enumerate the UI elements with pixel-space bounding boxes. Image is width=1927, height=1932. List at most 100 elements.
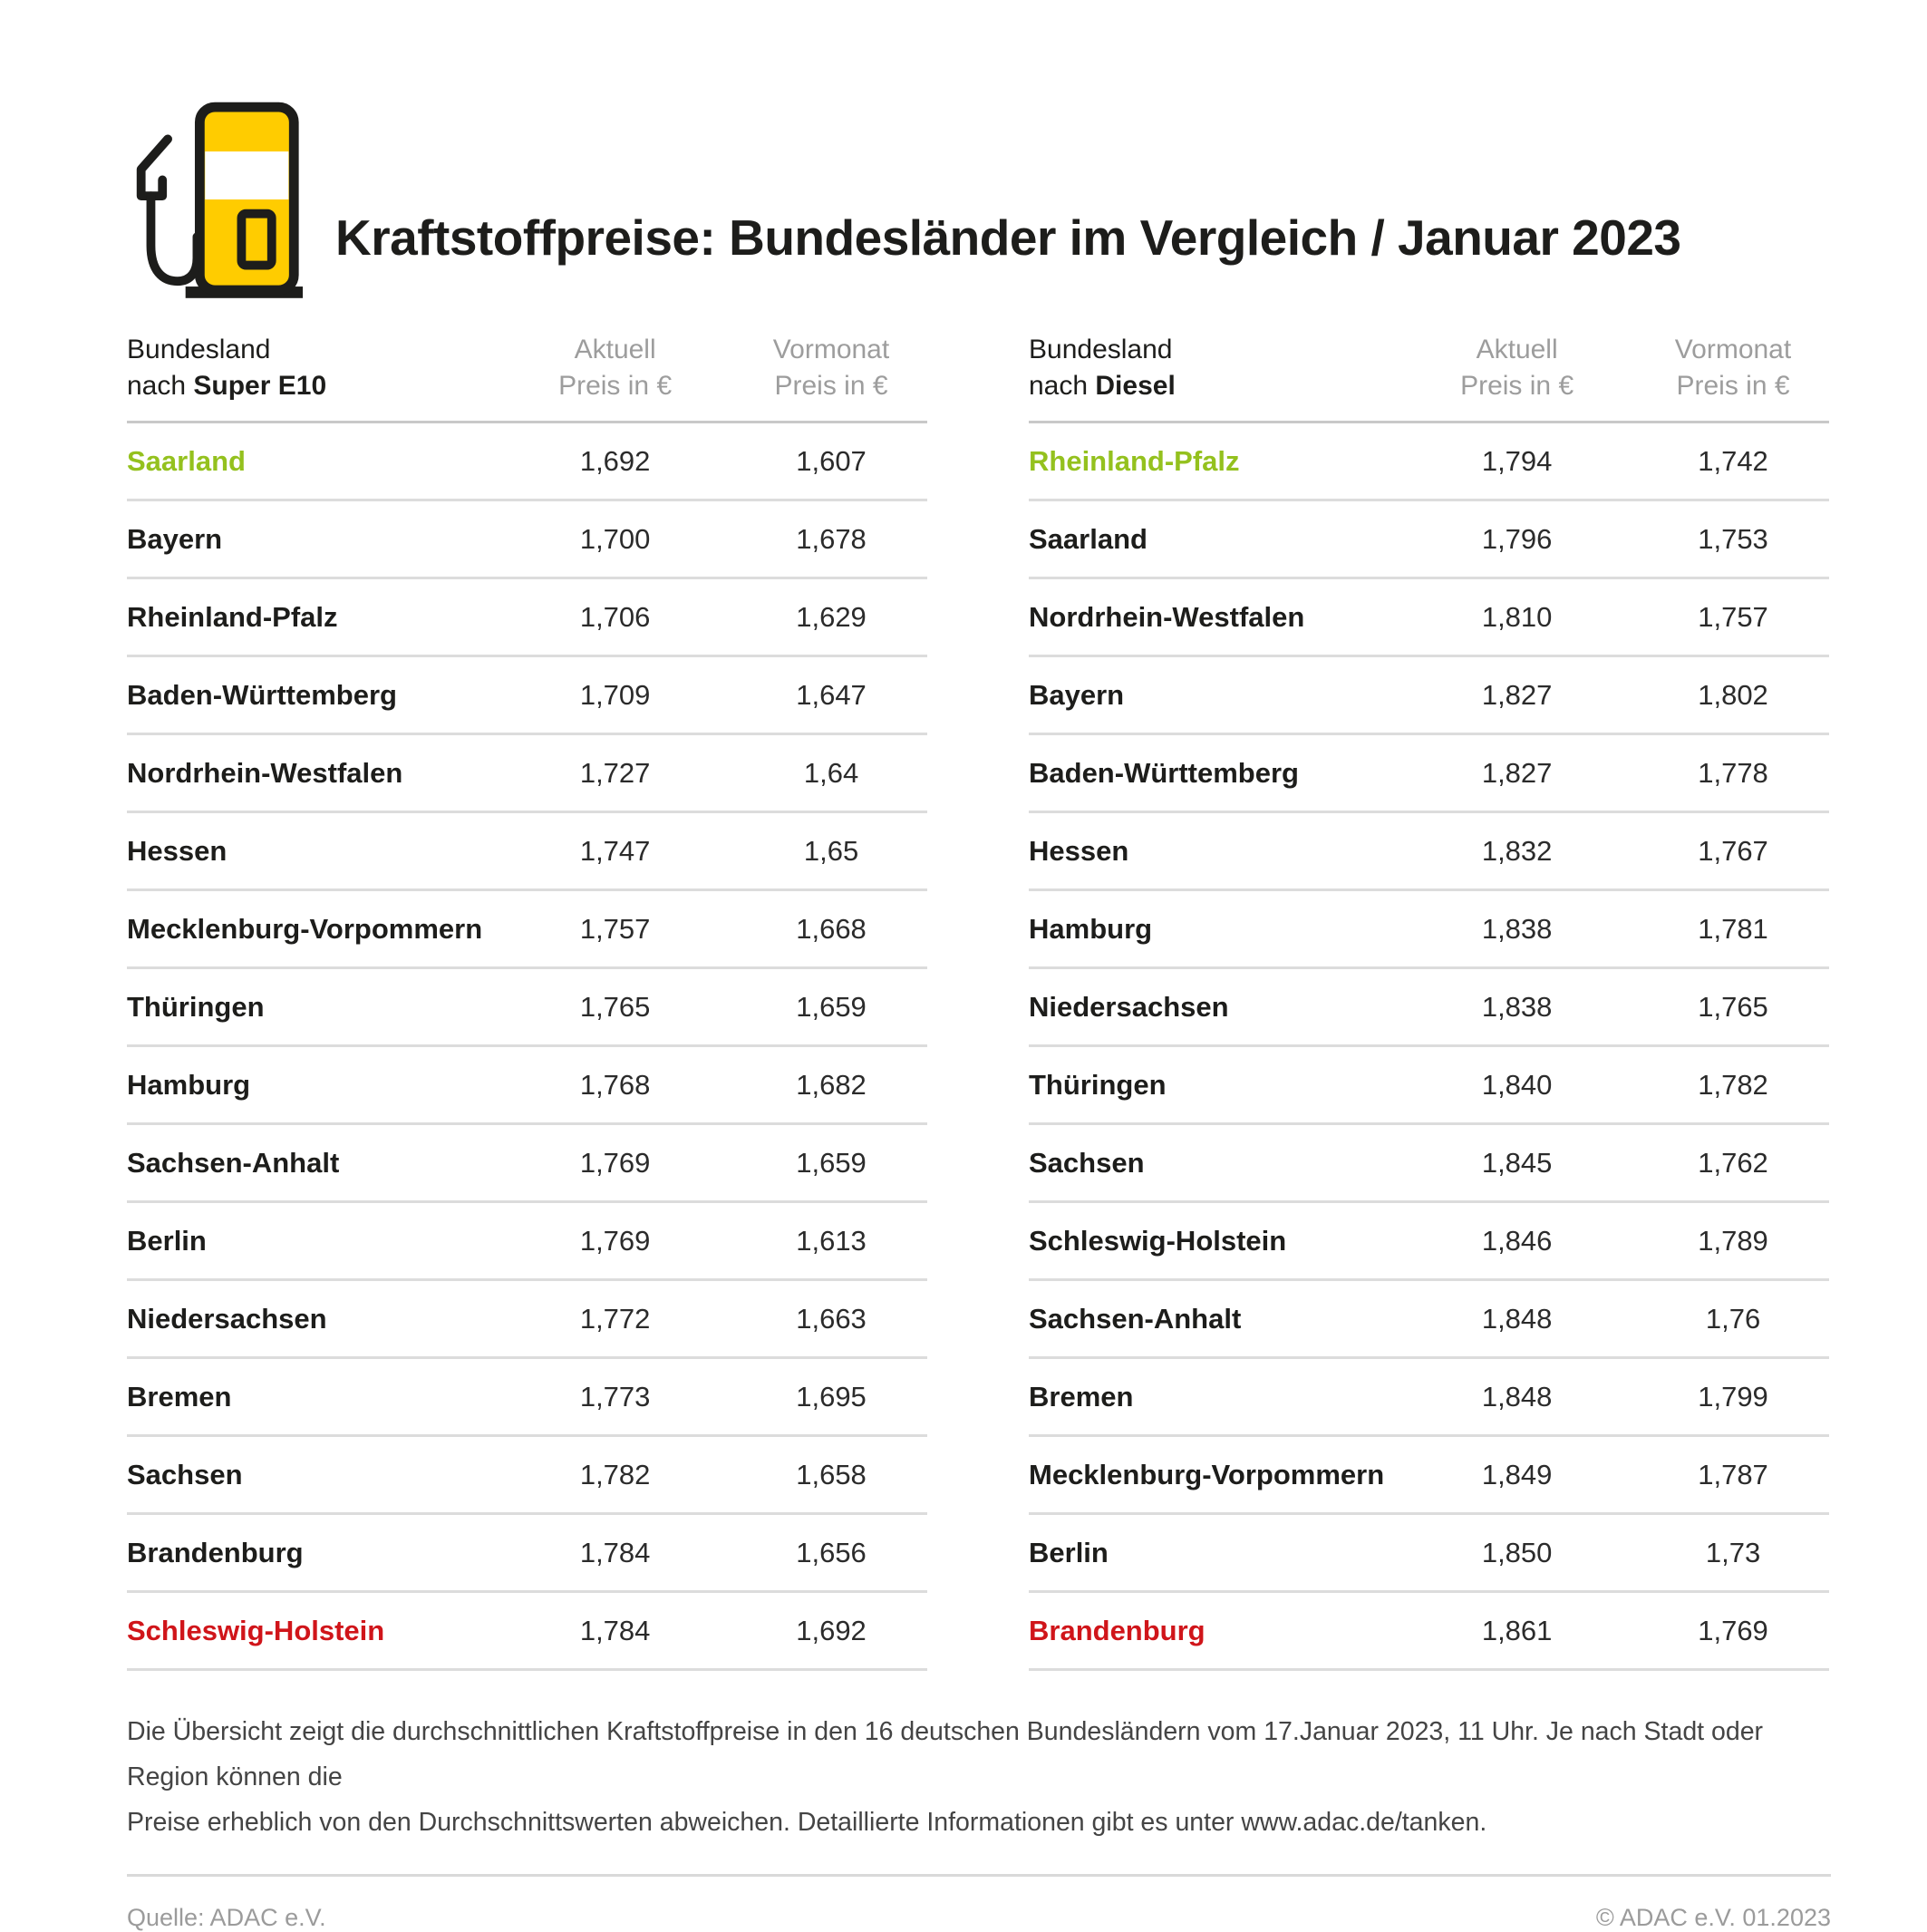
- vormonat-price-value: 1,629: [796, 600, 867, 633]
- vormonat-price-value: 1,778: [1698, 756, 1768, 789]
- aktuell-price-value: 1,838: [1481, 912, 1553, 945]
- table-row: Rheinland-Pfalz 1,794 1,742: [1029, 423, 1829, 501]
- vormonat-price-value: 1,678: [796, 522, 867, 555]
- table-row: Brandenburg 1,861 1,769: [1029, 1593, 1829, 1671]
- column-header-aktuell-line2: Preis in €: [1460, 371, 1574, 401]
- bundesland-label: Rheinland-Pfalz: [127, 600, 338, 633]
- column-header-bundesland: Bundesland nach Diesel: [1029, 332, 1397, 404]
- table-row: Mecklenburg-Vorpommern 1,757 1,668: [127, 891, 927, 969]
- table-row: Baden-Württemberg 1,827 1,778: [1029, 735, 1829, 813]
- table-row: Rheinland-Pfalz 1,706 1,629: [127, 579, 927, 657]
- bundesland-label: Brandenburg: [1029, 1614, 1206, 1646]
- column-header-vormonat-line1: Vormonat: [772, 335, 890, 364]
- vormonat-price-value: 1,647: [796, 678, 867, 711]
- bundesland-label: Hessen: [1029, 834, 1129, 867]
- aktuell-price-value: 1,845: [1481, 1146, 1553, 1179]
- aktuell-price-value: 1,769: [579, 1146, 651, 1179]
- column-header-aktuell: Aktuell Preis in €: [1397, 332, 1637, 404]
- table-row: Thüringen 1,840 1,782: [1029, 1047, 1829, 1125]
- page-title: Kraftstoffpreise: Bundesländer im Vergle…: [335, 209, 1681, 266]
- aktuell-price-value: 1,700: [579, 522, 651, 555]
- table-row: Hessen 1,747 1,65: [127, 813, 927, 891]
- column-header-bundesland-line1: Bundesland: [127, 335, 271, 364]
- bundesland-label: Hamburg: [127, 1068, 251, 1101]
- table-row: Berlin 1,769 1,613: [127, 1203, 927, 1281]
- vormonat-price-value: 1,76: [1705, 1302, 1761, 1335]
- aktuell-price-value: 1,846: [1481, 1224, 1553, 1257]
- table-row: Schleswig-Holstein 1,846 1,789: [1029, 1203, 1829, 1281]
- table-row: Sachsen 1,845 1,762: [1029, 1125, 1829, 1203]
- column-header-aktuell-line2: Preis in €: [558, 371, 673, 401]
- bundesland-label: Brandenburg: [127, 1536, 304, 1568]
- vormonat-price-value: 1,64: [803, 756, 859, 789]
- super-e10-table-body: Saarland 1,692 1,607 Bayern 1,700 1,678 Rheinl…: [127, 423, 927, 1671]
- aktuell-price-value: 1,838: [1481, 990, 1553, 1023]
- vormonat-price-value: 1,607: [796, 444, 867, 477]
- aktuell-price-value: 1,848: [1481, 1302, 1553, 1335]
- diesel-table-body: Rheinland-Pfalz 1,794 1,742 Saarland 1,796 1,…: [1029, 423, 1829, 1671]
- vormonat-price-value: 1,767: [1698, 834, 1768, 867]
- aktuell-price-value: 1,840: [1481, 1068, 1553, 1101]
- vormonat-price-value: 1,659: [796, 990, 867, 1023]
- table-row: Hamburg 1,838 1,781: [1029, 891, 1829, 969]
- table-row: Bayern 1,700 1,678: [127, 501, 927, 579]
- vormonat-price-value: 1,613: [796, 1224, 867, 1257]
- vormonat-price-value: 1,668: [796, 912, 867, 945]
- bundesland-label: Thüringen: [127, 990, 265, 1023]
- aktuell-price-value: 1,861: [1481, 1614, 1553, 1646]
- bundesland-label: Sachsen-Anhalt: [1029, 1302, 1242, 1335]
- vormonat-price-value: 1,692: [796, 1614, 867, 1646]
- copyright-label: © ADAC e.V. 01.2023: [1595, 1904, 1831, 1931]
- bundesland-label: Nordrhein-Westfalen: [127, 756, 403, 789]
- column-header-fuel-prefix: nach: [1029, 371, 1096, 401]
- aktuell-price-value: 1,827: [1481, 756, 1553, 789]
- bundesland-label: Sachsen: [1029, 1146, 1145, 1179]
- aktuell-price-value: 1,832: [1481, 834, 1553, 867]
- vormonat-price-value: 1,695: [796, 1380, 867, 1413]
- vormonat-price-value: 1,742: [1698, 444, 1768, 477]
- bundesland-label: Rheinland-Pfalz: [1029, 444, 1240, 477]
- table-row: Bremen 1,773 1,695: [127, 1359, 927, 1437]
- vormonat-price-value: 1,753: [1698, 522, 1768, 555]
- aktuell-price-value: 1,765: [579, 990, 651, 1023]
- column-header-vormonat-line2: Preis in €: [1676, 371, 1790, 401]
- aktuell-price-value: 1,773: [579, 1380, 651, 1413]
- vormonat-price-value: 1,782: [1698, 1068, 1768, 1101]
- table-row: Niedersachsen 1,772 1,663: [127, 1281, 927, 1359]
- table-row: Nordrhein-Westfalen 1,810 1,757: [1029, 579, 1829, 657]
- vormonat-price-value: 1,658: [796, 1458, 867, 1490]
- table-row: Saarland 1,692 1,607: [127, 423, 927, 501]
- aktuell-price-value: 1,810: [1481, 600, 1553, 633]
- diesel-table: Bundesland nach Diesel Aktuell Preis in …: [1029, 332, 1829, 1671]
- aktuell-price-value: 1,827: [1481, 678, 1553, 711]
- footer-divider: [127, 1874, 1831, 1877]
- tables-wrapper: Bundesland nach Super E10 Aktuell Preis …: [127, 332, 1831, 1671]
- vormonat-price-value: 1,781: [1698, 912, 1768, 945]
- table-row: Thüringen 1,765 1,659: [127, 969, 927, 1047]
- bundesland-label: Bayern: [127, 522, 223, 555]
- vormonat-price-value: 1,682: [796, 1068, 867, 1101]
- column-header-vormonat-line1: Vormonat: [1674, 335, 1792, 364]
- aktuell-price-value: 1,727: [579, 756, 651, 789]
- aktuell-price-value: 1,784: [579, 1536, 651, 1568]
- bundesland-label: Niedersachsen: [1029, 990, 1229, 1023]
- bundesland-label: Mecklenburg-Vorpommern: [127, 912, 483, 945]
- vormonat-price-value: 1,802: [1698, 678, 1768, 711]
- vormonat-price-value: 1,663: [796, 1302, 867, 1335]
- aktuell-price-value: 1,706: [579, 600, 651, 633]
- vormonat-price-value: 1,769: [1698, 1614, 1768, 1646]
- header: Kraftstoffpreise: Bundesländer im Vergle…: [127, 100, 1831, 301]
- aktuell-price-value: 1,692: [579, 444, 651, 477]
- diesel-table-header: Bundesland nach Diesel Aktuell Preis in …: [1029, 332, 1829, 423]
- fuel-type-label: Super E10: [193, 371, 327, 401]
- vormonat-price-value: 1,659: [796, 1146, 867, 1179]
- super-e10-table-header: Bundesland nach Super E10 Aktuell Preis …: [127, 332, 927, 423]
- footnote: Die Übersicht zeigt die durchschnittlich…: [127, 1709, 1831, 1845]
- aktuell-price-value: 1,796: [1481, 522, 1553, 555]
- column-header-aktuell-line1: Aktuell: [574, 335, 656, 364]
- aktuell-price-value: 1,757: [579, 912, 651, 945]
- bundesland-label: Thüringen: [1029, 1068, 1167, 1101]
- table-row: Nordrhein-Westfalen 1,727 1,64: [127, 735, 927, 813]
- bundesland-label: Niedersachsen: [127, 1302, 327, 1335]
- vormonat-price-value: 1,787: [1698, 1458, 1768, 1490]
